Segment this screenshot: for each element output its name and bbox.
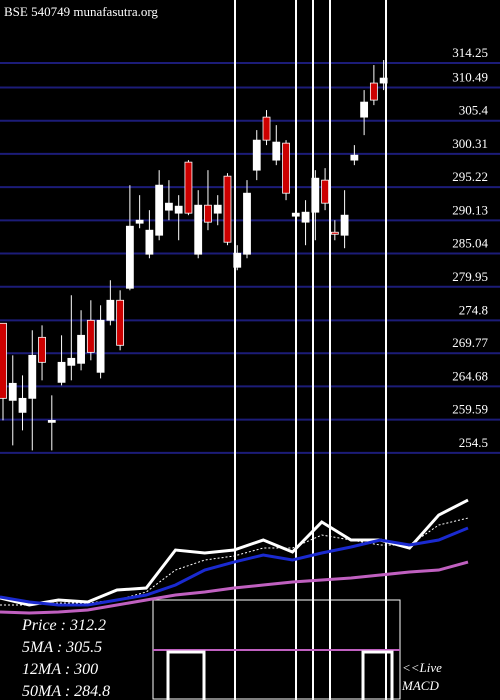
info-text: <<Live: [402, 660, 442, 675]
candle-body: [340, 214, 349, 236]
candle-body: [272, 141, 281, 161]
candle-body: [18, 397, 27, 413]
plot: Price : 312.2 5MA : 305.5 12MA : 300 50MA :…: [0, 60, 469, 700]
candle-body: [243, 192, 251, 255]
series-line: [0, 560, 469, 615]
y-tick-label: 274.8: [459, 302, 488, 317]
candle-body: [291, 212, 300, 217]
candle-body: [165, 202, 173, 211]
candle-body: [116, 299, 125, 346]
info-text: Price : 312.2: [21, 617, 106, 634]
candle-body: [145, 229, 154, 255]
candle-body: [204, 204, 212, 223]
y-tick-label: 295.22: [452, 169, 488, 184]
y-tick-label: 264.68: [452, 368, 488, 383]
decorations: [152, 0, 401, 700]
candle-body: [47, 419, 56, 423]
candle-body: [282, 142, 290, 194]
y-tick-label: 290.13: [452, 202, 488, 217]
y-tick-label: 285.04: [452, 236, 488, 251]
y-tick-label: 305.4: [459, 103, 489, 118]
candle-body: [77, 334, 85, 364]
candle-body: [57, 361, 66, 383]
candle-body: [174, 205, 183, 214]
candle-body: [262, 116, 271, 141]
candle-body: [330, 231, 339, 235]
y-tick-label: 259.59: [452, 402, 488, 417]
candle-body: [194, 204, 203, 255]
chart-title: BSE 540749 munafasutra.org: [4, 4, 158, 19]
candle-body: [125, 225, 134, 289]
candle-body: [0, 322, 7, 399]
info-text: MACD: [401, 678, 439, 693]
candle-body: [38, 336, 46, 363]
candle-body: [184, 161, 193, 214]
candle-body: [8, 382, 17, 401]
series-line: [0, 526, 469, 607]
candle-body: [379, 77, 388, 84]
candle-body: [67, 357, 76, 366]
series-line: [0, 517, 469, 606]
candle-body: [86, 319, 95, 353]
candle-body: [252, 139, 261, 171]
candle-body: [155, 184, 164, 236]
candle-body: [321, 179, 329, 204]
candle-body: [233, 252, 242, 268]
y-tick-label: 314.25: [452, 45, 488, 60]
candle-body: [301, 211, 310, 223]
candle-body: [106, 299, 115, 321]
candle-body: [360, 101, 369, 118]
candle-body: [28, 354, 37, 399]
y-tick-label: 269.77: [452, 335, 488, 350]
candle-body: [311, 177, 320, 213]
candle-body: [350, 154, 359, 161]
y-tick-label: 279.95: [452, 269, 488, 284]
candle-body: [213, 204, 222, 214]
y-tick-label: 300.31: [452, 136, 488, 151]
candle-body: [223, 175, 232, 243]
macd-line: [361, 650, 394, 700]
info-text: 12MA : 300: [22, 661, 98, 678]
info-text: 50MA : 284.8: [22, 683, 110, 700]
candle-body: [96, 319, 105, 373]
candle-body: [369, 82, 378, 101]
candle-body: [135, 219, 144, 224]
info-text: 5MA : 305.5: [22, 639, 102, 656]
y-tick-label: 254.5: [459, 435, 488, 450]
macd-line: [166, 650, 206, 700]
y-tick-label: 310.49: [452, 69, 488, 84]
